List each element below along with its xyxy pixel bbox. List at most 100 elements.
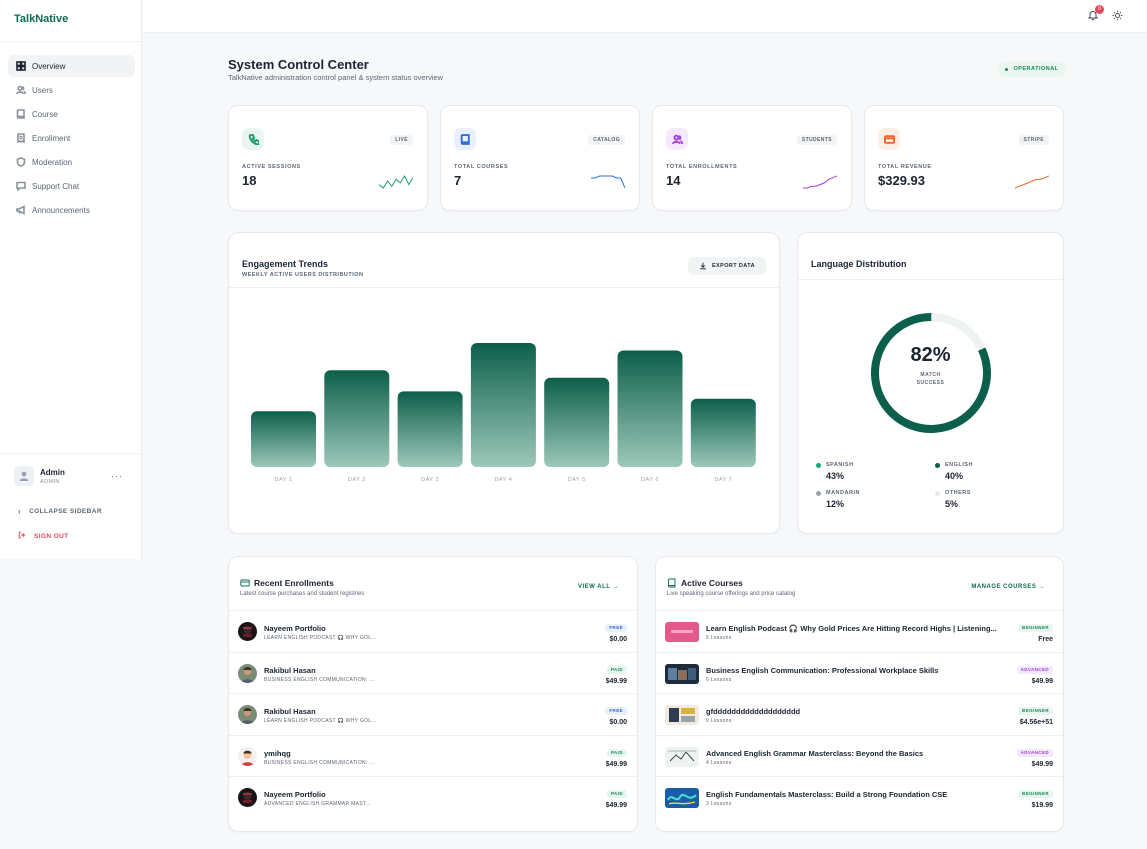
collapse-label: COLLAPSE SIDEBAR xyxy=(29,508,102,515)
bar-day-5[interactable] xyxy=(544,377,610,467)
bar-day-6[interactable] xyxy=(617,350,683,467)
book-icon xyxy=(668,578,676,588)
bar-day-1[interactable] xyxy=(251,411,316,467)
course-thumbnail xyxy=(665,746,699,767)
x-tick-label: DAY 1 xyxy=(275,477,293,483)
user-name: Admin xyxy=(40,467,65,477)
course-name: LEARN ENGLISH PODCAST 🎧 WHY GOL... xyxy=(264,718,377,724)
level-badge: ADVANCED xyxy=(1016,748,1053,757)
collapse-sidebar-button[interactable]: ‹ COLLAPSE SIDEBAR xyxy=(18,507,102,516)
x-tick-label: DAY 2 xyxy=(348,477,366,483)
stat-value: 18 xyxy=(242,173,257,188)
course-row[interactable]: Learn English Podcast 🎧 Why Gold Prices … xyxy=(656,610,1063,652)
sidebar-item-overview[interactable]: Overview xyxy=(8,55,135,77)
stat-label: TOTAL ENROLLMENTS xyxy=(666,164,738,170)
sidebar-item-announcements[interactable]: Announcements xyxy=(8,199,135,221)
match-caption-line1: MATCH xyxy=(920,372,941,378)
engagement-bar-chart: DAY 1 DAY 2 DAY 3 DAY 4 DAY 5 DAY 6 DAY 7 xyxy=(251,343,756,483)
legend-spanish: SPANISH 43% xyxy=(816,462,854,481)
legend-english: ENGLISH 40% xyxy=(935,462,973,481)
more-icon[interactable]: ··· xyxy=(111,471,123,481)
course-row[interactable]: gfddddddddddddddddddd 0 Lessons BEGINNER… xyxy=(656,693,1063,735)
enrollment-row[interactable]: ymihqg BUSINESS ENGLISH COMMUNICATION: .… xyxy=(229,734,637,777)
course-thumbnail xyxy=(665,663,699,684)
legend-value: 12% xyxy=(826,499,845,509)
bar-day-3[interactable] xyxy=(397,391,463,467)
level-badge: ADVANCED xyxy=(1016,665,1053,674)
course-row[interactable]: Business English Communication: Professi… xyxy=(656,651,1063,694)
x-tick-label: DAY 5 xyxy=(568,477,586,483)
sidebar-item-moderation[interactable]: Moderation xyxy=(8,151,135,173)
sparkline xyxy=(591,175,625,189)
sign-out-button[interactable]: SIGN OUT xyxy=(18,531,69,541)
sidebar-item-enrollment[interactable]: Enrollment xyxy=(8,127,135,149)
avatar xyxy=(238,788,257,807)
stat-value: 14 xyxy=(666,173,681,188)
legend-dot xyxy=(935,490,940,496)
divider xyxy=(798,279,1063,280)
payment-badge: PAID xyxy=(606,665,627,674)
legend-label: ENGLISH xyxy=(935,462,973,468)
x-tick-label: DAY 4 xyxy=(494,477,512,483)
card-icon xyxy=(240,579,250,587)
page-subtitle: TalkNative administration control panel … xyxy=(228,73,444,82)
engagement-subtitle: WEEKLY ACTIVE USERS DISTRIBUTION xyxy=(242,272,364,278)
lesson-count: 4 Lessons xyxy=(706,759,732,766)
x-tick-label: DAY 6 xyxy=(641,477,659,483)
legend-value: 5% xyxy=(945,499,959,509)
user-icon xyxy=(19,471,29,481)
sidebar-item-course[interactable]: Course xyxy=(8,103,135,125)
export-data-button[interactable]: EXPORT DATA xyxy=(688,257,766,275)
student-name: Nayeem Portfolio xyxy=(264,624,326,633)
enrollment-row[interactable]: Rakibul Hasan LEARN ENGLISH PODCAST 🎧 WH… xyxy=(229,693,637,735)
stat-icon-wrap xyxy=(454,128,476,150)
chat-icon xyxy=(15,180,27,192)
bell-icon[interactable] xyxy=(1087,9,1099,21)
manage-courses-link[interactable]: MANAGE COURSES → xyxy=(971,584,1045,590)
course-row[interactable]: English Fundamentals Masterclass: Build … xyxy=(656,776,1063,818)
match-caption-line2: SUCCESS xyxy=(916,380,945,386)
grid-icon xyxy=(15,60,27,72)
match-caption: MATCH SUCCESS xyxy=(798,371,1063,387)
course-title: Learn English Podcast 🎧 Why Gold Prices … xyxy=(706,624,997,633)
bar-day-4[interactable] xyxy=(470,343,536,467)
stat-tag: LIVE xyxy=(390,135,413,145)
download-icon xyxy=(699,262,706,270)
divider xyxy=(229,287,779,288)
payment-badge: PAID xyxy=(606,790,627,798)
courses-subtitle: Live speaking course offerings and price… xyxy=(667,591,796,597)
view-all-link[interactable]: VIEW ALL → xyxy=(578,584,619,590)
avatar xyxy=(238,746,257,766)
brand-logo[interactable]: TalkNative xyxy=(14,13,69,25)
status-badge: OPERATIONAL xyxy=(998,61,1066,77)
stat-tag: STUDENTS xyxy=(796,135,837,145)
sidebar-item-users[interactable]: Users xyxy=(8,79,135,101)
avatar xyxy=(238,622,257,641)
sparkline xyxy=(379,175,413,189)
stat-icon-wrap xyxy=(878,128,900,150)
active-courses-card: Active Courses Live speaking course offe… xyxy=(655,556,1064,832)
enrollment-row[interactable]: Rakibul Hasan BUSINESS ENGLISH COMMUNICA… xyxy=(229,651,637,694)
stat-label: TOTAL COURSES xyxy=(454,164,509,170)
shield-icon xyxy=(15,156,27,168)
enrollment-row[interactable]: Nayeem Portfolio ADVANCED ENGLISH GRAMMA… xyxy=(229,776,637,818)
sign-out-label: SIGN OUT xyxy=(34,532,69,540)
course-title: English Fundamentals Masterclass: Build … xyxy=(706,790,948,799)
bar-day-2[interactable] xyxy=(324,370,390,467)
legend-others: OTHERS 5% xyxy=(935,490,971,509)
level-badge: BEGINNER xyxy=(1018,790,1053,798)
logout-icon xyxy=(18,531,26,541)
bar-day-7[interactable] xyxy=(690,398,756,467)
sparkline xyxy=(803,175,837,189)
course-thumbnail xyxy=(665,705,699,725)
sidebar-item-support-chat[interactable]: Support Chat xyxy=(8,175,135,197)
course-row[interactable]: Advanced English Grammar Masterclass: Be… xyxy=(656,734,1063,777)
notification-badge: 0 xyxy=(1095,5,1104,14)
enrollments-title: Recent Enrollments xyxy=(254,578,334,588)
stat-icon-wrap xyxy=(666,128,688,150)
legend-name: ENGLISH xyxy=(945,462,973,468)
theme-toggle-icon[interactable] xyxy=(1112,10,1123,21)
user-card[interactable]: Admin ADMIN ··· xyxy=(10,462,131,490)
stat-icon-wrap xyxy=(242,128,264,150)
enrollment-row[interactable]: Nayeem Portfolio LEARN ENGLISH PODCAST 🎧… xyxy=(229,610,637,652)
